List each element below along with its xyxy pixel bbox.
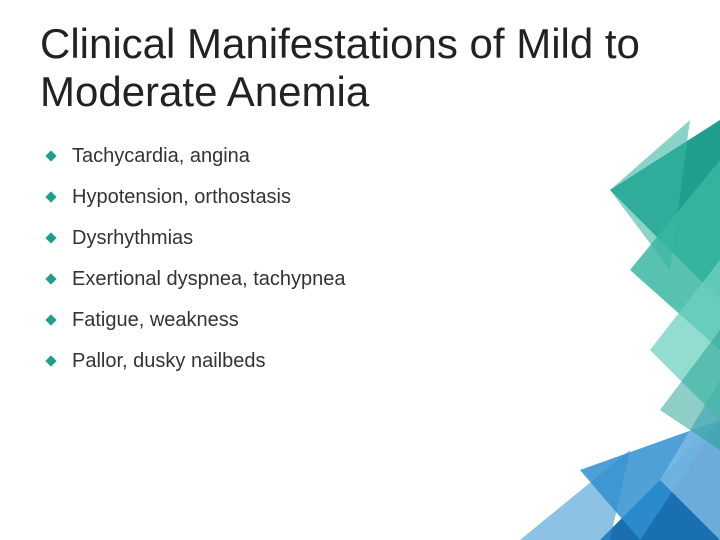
bullet-icon xyxy=(44,190,58,204)
bullet-text: Pallor, dusky nailbeds xyxy=(72,350,265,373)
bullet-text: Dysrhythmias xyxy=(72,227,193,250)
slide: Clinical Manifestations of Mild to Moder… xyxy=(0,0,720,540)
bullet-list: Tachycardia, angina Hypotension, orthost… xyxy=(40,145,680,373)
list-item: Fatigue, weakness xyxy=(44,309,680,332)
bullet-icon xyxy=(44,272,58,286)
bullet-text: Exertional dyspnea, tachypnea xyxy=(72,268,346,291)
bullet-text: Hypotension, orthostasis xyxy=(72,186,291,209)
bullet-text: Tachycardia, angina xyxy=(72,145,250,168)
bullet-icon xyxy=(44,231,58,245)
bullet-icon xyxy=(44,313,58,327)
list-item: Exertional dyspnea, tachypnea xyxy=(44,268,680,291)
bullet-icon xyxy=(44,149,58,163)
bullet-text: Fatigue, weakness xyxy=(72,309,239,332)
list-item: Dysrhythmias xyxy=(44,227,680,250)
bullet-icon xyxy=(44,354,58,368)
list-item: Tachycardia, angina xyxy=(44,145,680,168)
list-item: Pallor, dusky nailbeds xyxy=(44,350,680,373)
list-item: Hypotension, orthostasis xyxy=(44,186,680,209)
slide-title: Clinical Manifestations of Mild to Moder… xyxy=(40,20,680,117)
